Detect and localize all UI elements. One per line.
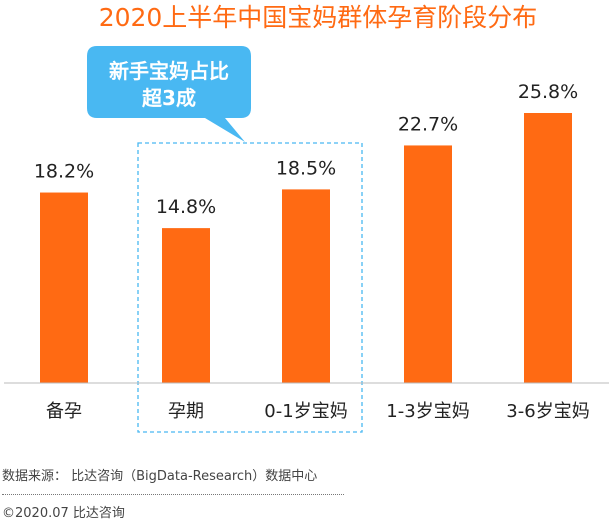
footer-divider [2, 494, 344, 495]
callout-text-line1: 新手宝妈占比 [109, 59, 229, 83]
value-label-4: 22.7% [398, 113, 458, 135]
category-label-2: 孕期 [168, 401, 204, 422]
callout-bubble: 新手宝妈占比 超3成 [87, 46, 251, 142]
bar-1 [40, 192, 88, 383]
category-labels-group: 备孕 孕期 0-1岁宝妈 1-3岁宝妈 3-6岁宝妈 [46, 401, 590, 422]
highlight-group [137, 142, 363, 433]
callout-shape [87, 46, 251, 142]
chart-title: 2020上半年中国宝妈群体孕育阶段分布 [99, 3, 538, 32]
callout-text-line2: 超3成 [141, 86, 196, 110]
category-label-3: 0-1岁宝妈 [264, 401, 347, 422]
bar-5 [524, 113, 572, 383]
value-label-1: 18.2% [34, 161, 94, 183]
category-label-1: 备孕 [46, 401, 82, 422]
copyright-note: ©2020.07 比达咨询 [2, 506, 125, 521]
bars-group [40, 113, 572, 383]
category-label-5: 3-6岁宝妈 [506, 401, 589, 422]
value-label-3: 18.5% [276, 157, 336, 179]
value-label-2: 14.8% [156, 196, 216, 218]
value-labels-group: 18.2% 14.8% 18.5% 22.7% 25.8% [34, 81, 578, 218]
highlight-dashed-box [137, 142, 363, 433]
bar-4 [404, 145, 452, 383]
value-label-5: 25.8% [518, 81, 578, 103]
bar-3 [282, 189, 330, 383]
category-label-4: 1-3岁宝妈 [386, 401, 469, 422]
source-note: 数据来源： 比达咨询（BigData-Research）数据中心 [2, 469, 318, 484]
bar-2 [162, 228, 210, 383]
